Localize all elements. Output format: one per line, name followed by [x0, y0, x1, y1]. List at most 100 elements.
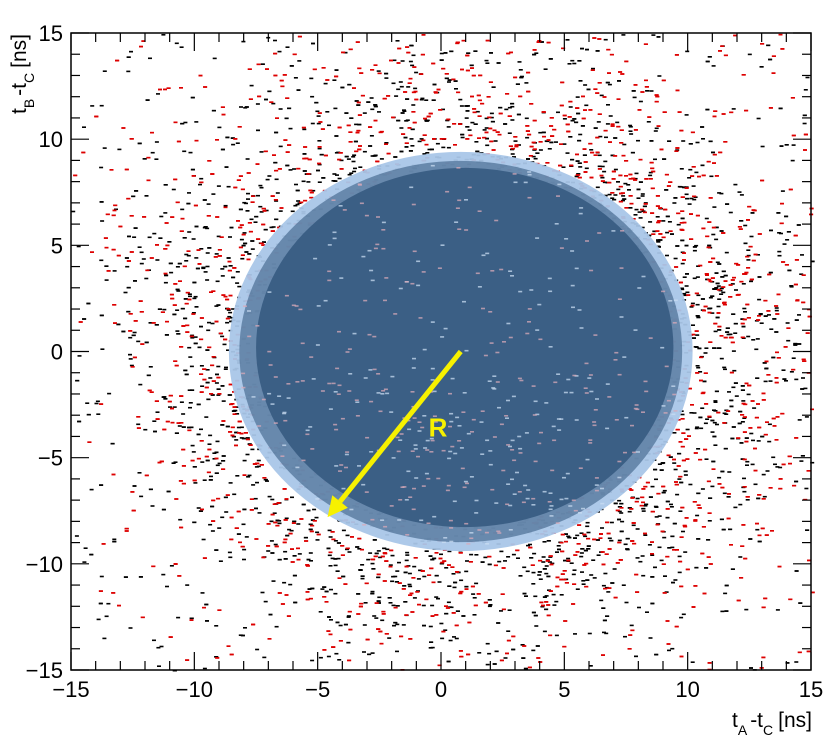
data-point [208, 523, 213, 526]
data-point [677, 571, 682, 574]
data-point [328, 536, 333, 538]
data-point [196, 433, 201, 436]
data-point [585, 48, 589, 51]
data-point [713, 288, 718, 290]
data-point [727, 471, 732, 473]
data-point [180, 307, 185, 310]
data-point [82, 126, 86, 128]
data-point [125, 265, 130, 268]
data-point [314, 516, 319, 519]
data-point [112, 540, 117, 543]
data-point [439, 553, 443, 556]
data-point [452, 586, 457, 589]
data-point [477, 652, 482, 654]
data-point [89, 553, 94, 556]
data-point [685, 50, 690, 53]
data-point [86, 413, 91, 416]
data-point [538, 578, 543, 580]
data-point [198, 510, 203, 512]
data-point [211, 109, 216, 112]
data-point [569, 562, 574, 564]
data-point [347, 173, 352, 176]
data-point [543, 68, 548, 70]
data-point [612, 198, 617, 201]
data-point [231, 276, 236, 279]
data-point [366, 101, 371, 103]
data-point [685, 428, 690, 431]
data-point [524, 117, 529, 120]
data-point [126, 310, 131, 313]
data-point [535, 152, 540, 154]
data-point [434, 596, 439, 598]
data-point [301, 180, 306, 183]
data-point [531, 571, 536, 574]
data-point [263, 600, 268, 603]
data-point [598, 135, 603, 138]
data-point [223, 265, 228, 268]
data-point [249, 218, 254, 221]
data-point [204, 603, 209, 606]
data-point [337, 177, 342, 180]
data-point [168, 262, 173, 265]
data-point [179, 46, 184, 48]
data-point [424, 550, 429, 552]
data-point [638, 560, 643, 563]
data-point [205, 227, 210, 230]
data-point [327, 124, 331, 127]
data-point [360, 577, 365, 580]
data-point [672, 432, 677, 434]
data-point [710, 419, 715, 422]
data-point [653, 158, 657, 161]
data-point [391, 604, 396, 607]
data-point [179, 401, 184, 403]
data-point [317, 181, 322, 183]
data-point [694, 427, 699, 430]
data-point [605, 81, 610, 84]
data-point [284, 517, 289, 520]
data-point [156, 93, 160, 95]
data-point [163, 184, 168, 186]
data-point [581, 583, 586, 585]
data-point [193, 342, 198, 345]
data-point [228, 311, 233, 314]
data-point [707, 520, 712, 522]
data-point [231, 143, 236, 146]
data-point [723, 368, 727, 371]
data-point [444, 77, 449, 80]
data-point [696, 492, 701, 495]
data-point [521, 657, 526, 659]
data-point [722, 492, 727, 495]
data-point [275, 192, 280, 194]
data-point [231, 435, 236, 438]
data-point [155, 259, 160, 261]
data-point [778, 466, 783, 469]
data-point [745, 460, 750, 463]
data-point [102, 147, 107, 149]
data-point [469, 553, 474, 556]
data-point [395, 623, 400, 626]
data-point [586, 531, 591, 534]
data-point [654, 127, 659, 130]
data-point [740, 421, 745, 423]
data-point [424, 120, 429, 122]
data-point [755, 377, 760, 379]
data-point [691, 185, 696, 187]
data-point [793, 344, 798, 346]
data-point [544, 608, 549, 611]
data-point [499, 550, 504, 553]
data-point [441, 146, 446, 149]
data-point [124, 257, 129, 259]
data-point [683, 294, 688, 297]
data-point [220, 268, 225, 270]
data-point [696, 538, 701, 540]
data-point [756, 117, 761, 120]
data-point [519, 76, 524, 79]
data-point [733, 183, 738, 186]
data-point [731, 350, 736, 352]
data-point [104, 615, 109, 618]
data-point [274, 625, 279, 628]
data-point [180, 122, 185, 125]
data-point [489, 52, 493, 54]
data-point [234, 406, 239, 408]
data-point [410, 64, 415, 67]
